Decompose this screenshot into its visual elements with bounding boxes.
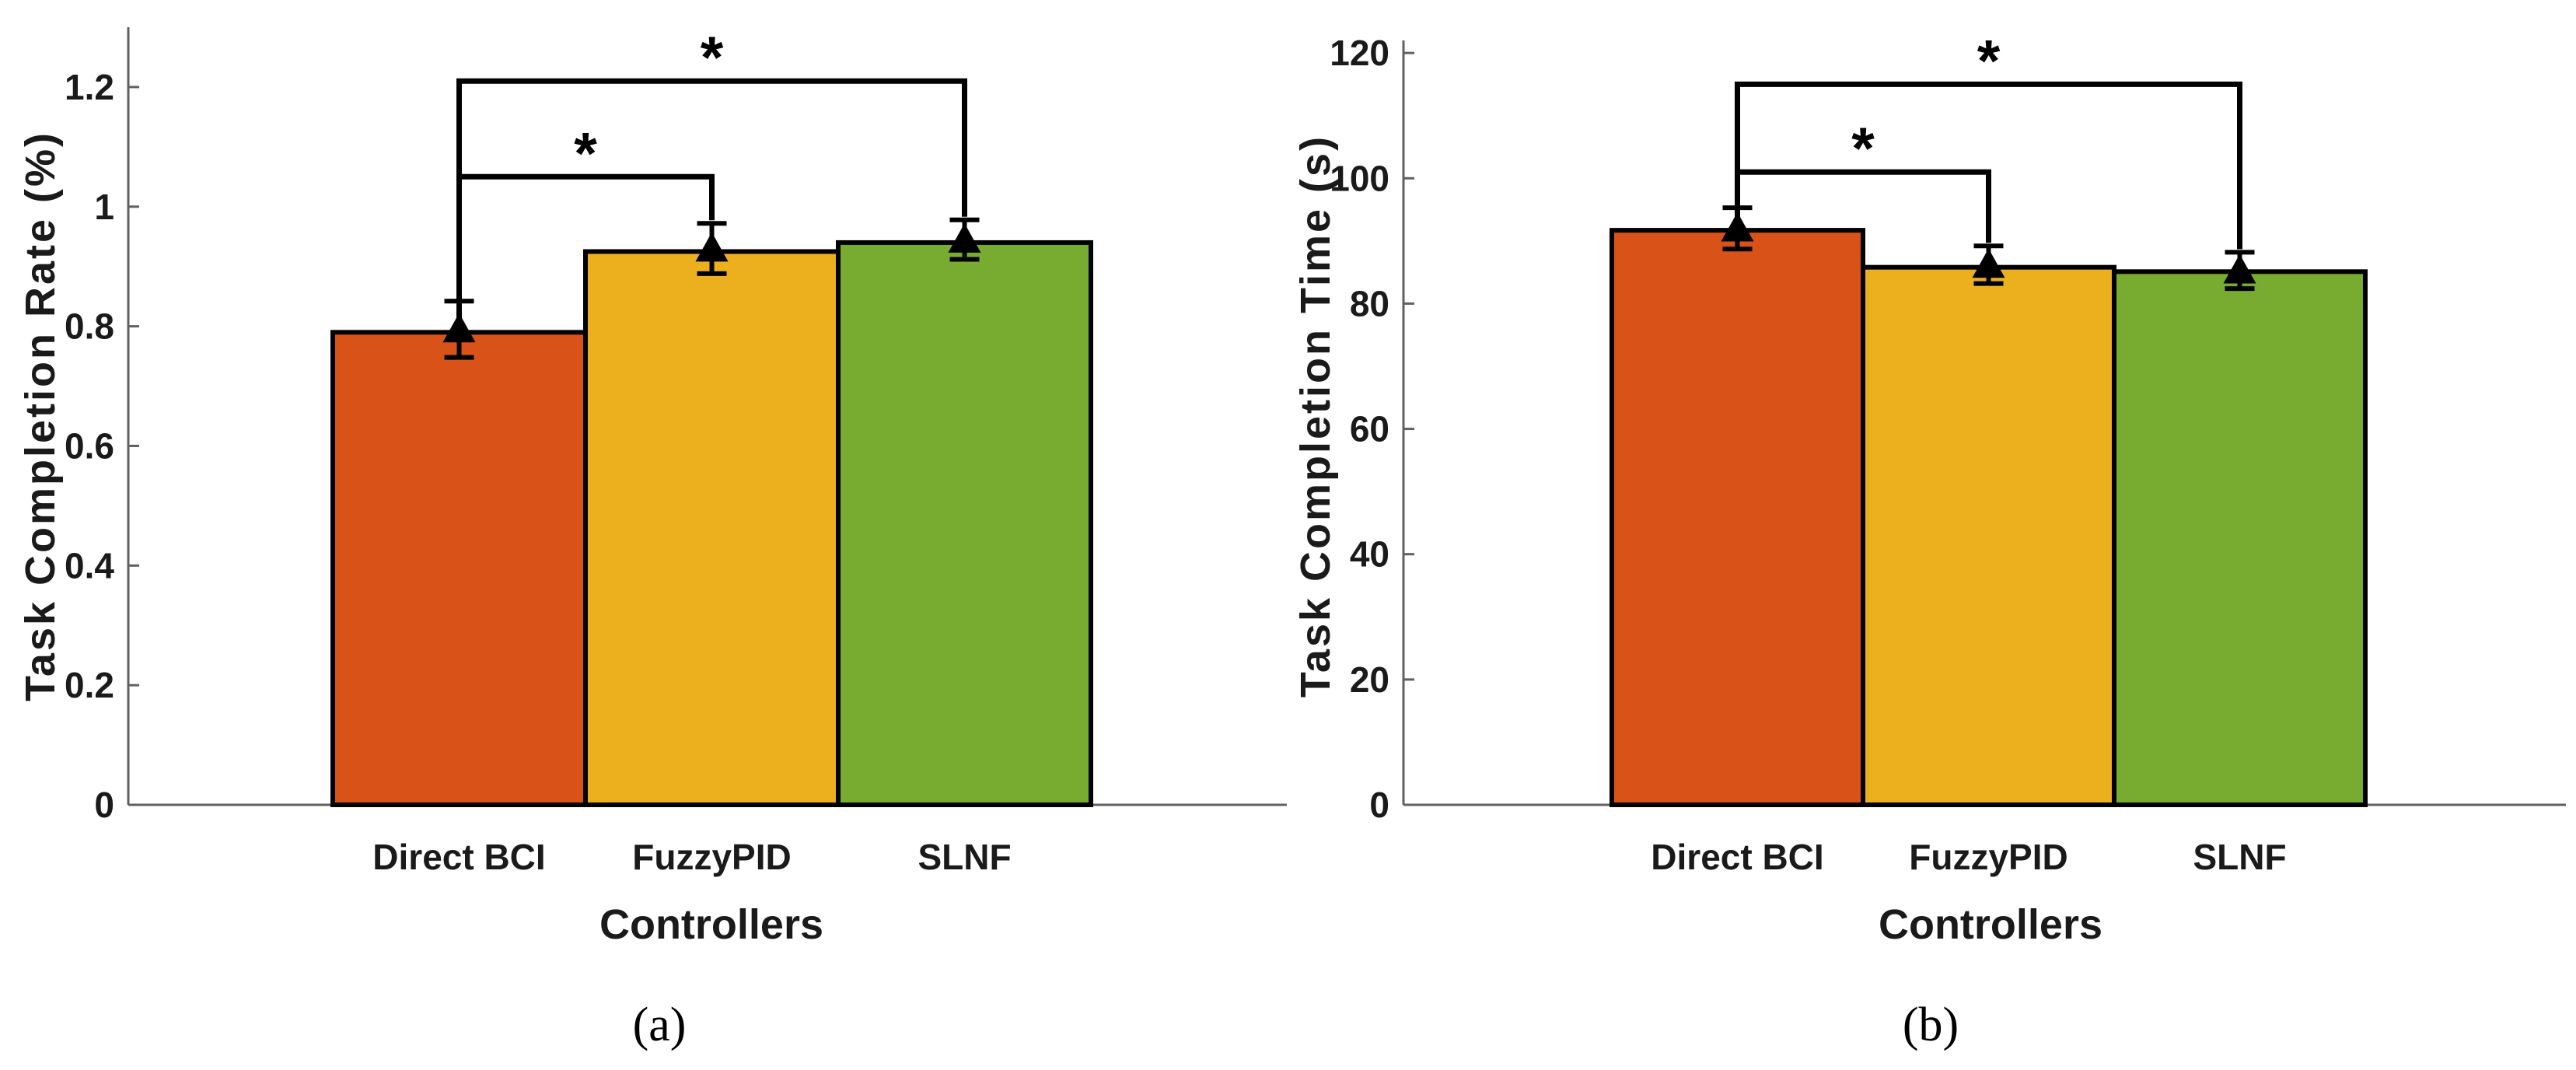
significance-star: *: [1851, 116, 1875, 182]
bar-fuzzypid: [583, 249, 841, 807]
bar-fuzzypid: [1861, 264, 2116, 807]
y-tick-label: 80: [1350, 283, 1389, 323]
x-tick-label: FuzzyPID: [1909, 837, 2067, 877]
mean-marker: [695, 232, 729, 262]
x-tick-label: Direct BCI: [372, 837, 545, 877]
bar-slnf: [2112, 269, 2368, 807]
y-axis-label: Task Completion Time (s): [1292, 135, 1339, 698]
significance-star: *: [701, 25, 724, 91]
y-tick-label: 0.8: [65, 306, 114, 347]
y-tick-label: 1.2: [65, 67, 114, 107]
x-axis-label: Controllers: [1879, 901, 2102, 948]
panel-caption: (b): [1903, 998, 1959, 1051]
x-axis-label: Controllers: [599, 901, 823, 948]
mean-marker: [1721, 212, 1754, 242]
significance-star: *: [1977, 28, 2001, 94]
significance-star: *: [574, 121, 597, 187]
bar-direct-bci: [1610, 228, 1865, 807]
y-tick-label: 0: [94, 785, 114, 825]
x-tick-label: FuzzyPID: [632, 837, 791, 877]
x-tick-label: SLNF: [2193, 837, 2286, 877]
x-tick-label: Direct BCI: [1651, 837, 1823, 877]
y-axis-label: Task Completion Rate (%): [17, 131, 64, 701]
y-tick-label: 0.4: [65, 545, 114, 586]
bar-direct-bci: [330, 330, 588, 807]
chart-panel-b: Task Completion Time (s) Controllers (b)…: [1292, 28, 2566, 1051]
y-tick-label: 60: [1350, 409, 1389, 449]
mean-marker: [442, 313, 476, 343]
y-tick-label: 120: [1330, 33, 1389, 73]
y-tick-label: 1: [94, 187, 114, 227]
chart-panel-a: Task Completion Rate (%) Controllers (a)…: [17, 25, 1287, 1051]
y-tick-label: 100: [1330, 158, 1389, 198]
significance-bracket: [1735, 81, 2242, 250]
x-tick-label: SLNF: [918, 837, 1011, 877]
y-tick-label: 0.6: [65, 425, 114, 466]
mean-marker: [1972, 248, 2005, 278]
bar-slnf: [836, 240, 1093, 807]
mean-marker: [2223, 254, 2256, 284]
mean-marker: [948, 223, 981, 253]
y-tick-label: 0.2: [65, 665, 114, 705]
y-tick-label: 20: [1350, 659, 1389, 700]
panel-caption: (a): [633, 998, 687, 1051]
y-tick-label: 0: [1369, 785, 1389, 825]
y-tick-label: 40: [1350, 534, 1389, 575]
significance-bracket: [456, 78, 967, 330]
